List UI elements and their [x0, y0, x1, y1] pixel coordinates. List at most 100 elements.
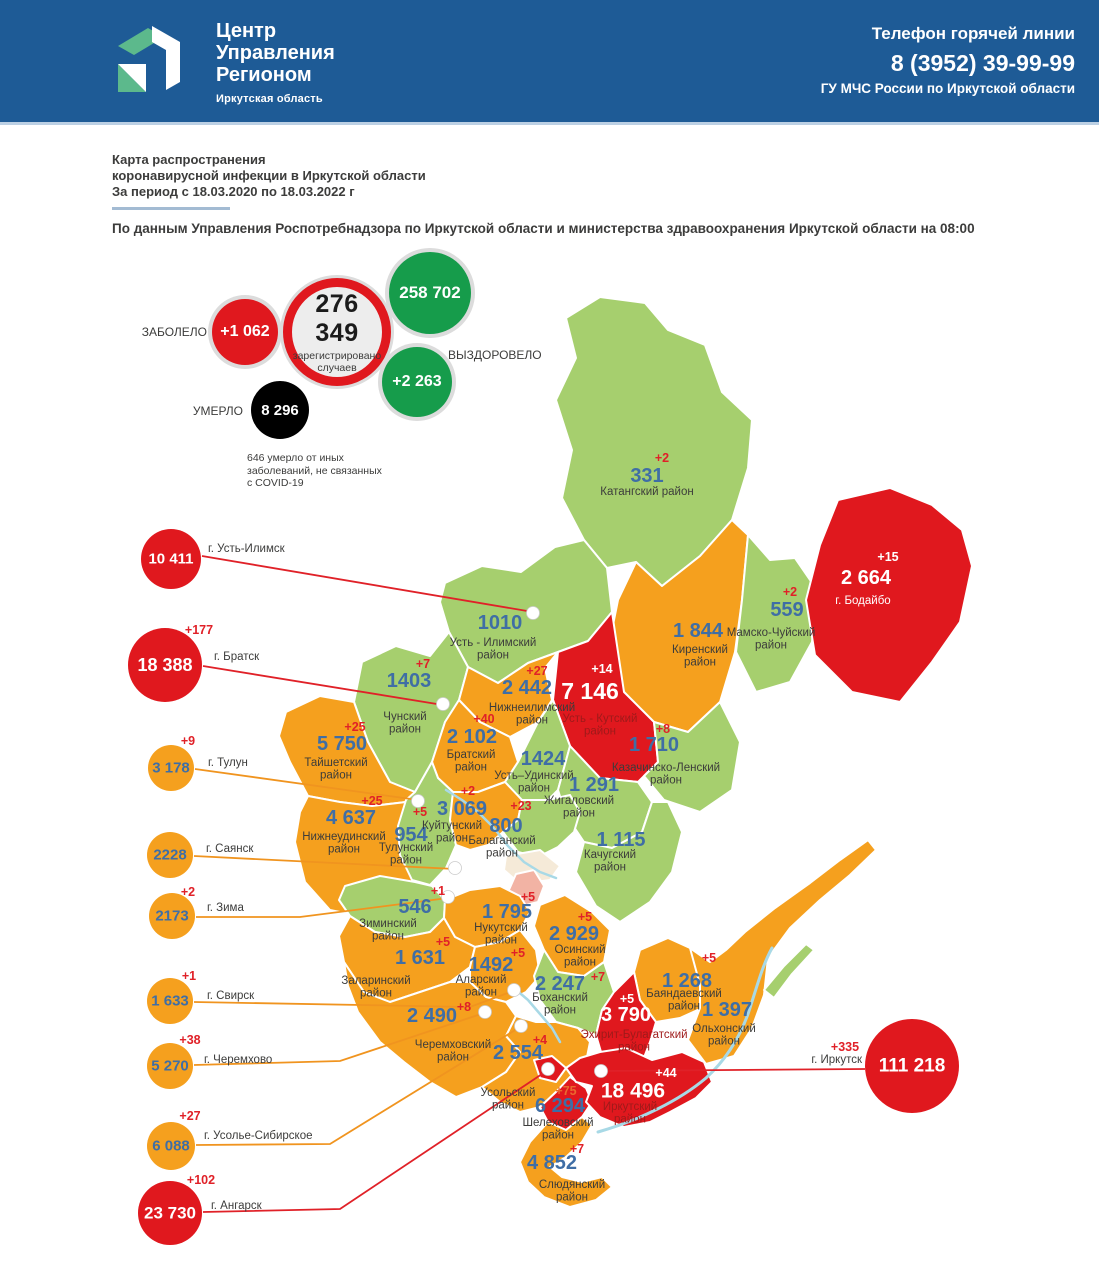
city-value-angarsk: 23 730 [144, 1204, 196, 1223]
region-label-olkhonsky-0: Ольхонский [692, 1023, 756, 1035]
city-dot-irkutsk [594, 1064, 608, 1078]
city-label-angarsk: г. Ангарск [211, 1200, 263, 1212]
region-kachugsky [575, 801, 683, 923]
registered-caption: зарегистрировано случаев [292, 350, 382, 374]
died-total-bubble: 8 296 [251, 381, 309, 439]
recovered-total-bubble: 258 702 [389, 252, 471, 334]
region-olkhon-island [763, 943, 815, 999]
region-delta-tulunsky: +5 [413, 805, 427, 819]
city-circle-angarsk [138, 1181, 202, 1245]
logo-line-2: Управления [216, 42, 335, 64]
map-title-line-2: коронавирусной инфекции в Иркутской обла… [112, 168, 426, 183]
region-delta-slyudyansky: +7 [570, 1142, 584, 1156]
region-value-kachugsky: 1 115 [597, 829, 646, 851]
region-value-ziminsky: 546 [398, 896, 431, 918]
region-label-zalarinsky-1: район [360, 988, 392, 1000]
city-circle-usolye-sibirskoye [147, 1122, 195, 1170]
city-value-bratsk: 18 388 [137, 655, 192, 675]
registered-total-bubble: 276 349 зарегистрировано случаев [283, 278, 391, 386]
region-value-irkutsky: 18 496 [601, 1080, 665, 1103]
title-underline [112, 207, 230, 210]
region-label-bratsky-0: Братский [447, 749, 496, 761]
infected-delta-bubble: +1 062 [212, 299, 278, 365]
city-dot-cheremkhovo [478, 1005, 492, 1019]
region-value-bodaibinsky: 2 664 [841, 567, 892, 589]
city-dot-svirsk [507, 983, 521, 997]
city-delta-angarsk: +102 [187, 1173, 215, 1187]
logo-subtitle: Иркутская область [216, 93, 323, 105]
region-label-nizhneilimsky-1: район [516, 715, 548, 727]
region-value-nukutsky: 1 795 [482, 901, 532, 923]
region-mamsko-chuysky [735, 534, 818, 693]
map-title-line-1: Карта распространения [112, 152, 266, 167]
logo-text: Центр Управления Регионом Иркутская обла… [216, 20, 335, 105]
region-value-nizhneudinsky: 4 637 [326, 807, 376, 829]
city-dot-usolye-sibirskoye [514, 1019, 528, 1033]
region-label-ziminsky-1: район [372, 931, 404, 943]
region-label-ekhirit-bulagatsky-1: район [618, 1042, 650, 1054]
region-label-kazachinsko-lensky-1: район [650, 775, 682, 787]
region-label-ziminsky-0: Зиминский [359, 918, 417, 930]
city-value-zima: 2173 [155, 908, 188, 925]
region-value-balagansky: 800 [489, 815, 522, 837]
city-value-sayansk: 2228 [153, 847, 186, 864]
city-delta-svirsk: +1 [182, 969, 196, 983]
region-delta-kazachinsko-lensky: +8 [656, 722, 670, 736]
region-label-bokhansky-1: район [544, 1005, 576, 1017]
callout-line-zima [196, 897, 449, 918]
recovered-label: ВЫЗДОРОВЕЛО [448, 348, 542, 362]
region-label-bodaibinsky-0: г. Бодайбо [835, 595, 890, 607]
region-label-alarsky-1: район [465, 987, 497, 999]
region-delta-taishetsky: +25 [344, 720, 365, 734]
region-value-slyudyansky: 4 852 [527, 1152, 577, 1174]
death-note: 646 умерло от иных заболеваний, не связа… [247, 452, 382, 489]
city-value-tulun: 3 178 [152, 760, 190, 777]
region-value-tulunsky: 954 [394, 824, 428, 846]
region-kazachinsko-lensky [643, 701, 741, 813]
callout-line-ust-ilimsk [201, 555, 534, 613]
map-title-line-3: За период с 18.03.2020 по 18.03.2022 г [112, 184, 355, 199]
title-block: Карта распространения коронавирусной инф… [112, 152, 1052, 236]
water-line-0 [596, 946, 774, 1134]
region-label-zhigalovsky-0: Жигаловский [544, 795, 614, 807]
region-value-olkhonsky: 1 397 [702, 999, 752, 1021]
region-delta-nizhneudinsky: +25 [361, 794, 382, 808]
logo-line-1: Центр [216, 20, 277, 42]
logo-line-3: Регионом [216, 64, 312, 86]
region-delta-usolsky: +4 [533, 1033, 547, 1047]
region-label-ust-ilimsky-0: Усть - Илимский [450, 637, 537, 649]
water-line-1 [444, 788, 558, 880]
died-label: УМЕРЛО [192, 404, 243, 418]
region-label-tulunsky-1: район [390, 855, 422, 867]
region-delta-bayandaevsky: +5 [702, 951, 716, 965]
region-label-kazachinsko-lensky-0: Казачинско-Ленский [612, 762, 720, 774]
city-dot-ust-ilimsk [526, 606, 540, 620]
region-balagansky [502, 794, 581, 858]
region-label-shelekhovsky-1: район [542, 1130, 574, 1142]
region-alarsky [469, 929, 541, 1003]
region-value-kirensky: 1 844 [673, 620, 724, 642]
region-label-olkhonsky-1: район [708, 1036, 740, 1048]
region-value-katangsky: 331 [630, 465, 663, 487]
region-label-kuytunsky-1: район [436, 833, 468, 845]
region-value-shelekhovsky: 6 294 [535, 1095, 586, 1117]
city-circle-cheremkhovo [147, 1043, 193, 1089]
region-label-kirensky-1: район [684, 657, 716, 669]
callout-line-sayansk [193, 855, 456, 870]
region-value-usolsky: 2 554 [493, 1042, 544, 1064]
region-bodaibinsky [805, 487, 973, 703]
city-value-cheremkhovo: 5 270 [151, 1058, 189, 1075]
region-delta-zalarinsky: +5 [436, 935, 450, 949]
region-delta-bokhansky: +7 [591, 970, 605, 984]
header: Центр Управления Регионом Иркутская обла… [0, 0, 1099, 125]
city-circle-svirsk [147, 978, 193, 1024]
region-label-shelekhovsky-0: Шелеховский [522, 1117, 593, 1129]
region-label-nukutsky-1: район [485, 935, 517, 947]
city-label-usolye-sibirskoye: г. Усолье-Сибирское [204, 1130, 313, 1142]
registered-value: 276 349 [315, 290, 359, 347]
city-label-svirsk: г. Свирск [207, 990, 255, 1002]
region-label-ekhirit-bulagatsky-0: Эхирит-Булагатский [580, 1029, 687, 1041]
region-label-zalarinsky-0: Заларинский [341, 975, 410, 987]
